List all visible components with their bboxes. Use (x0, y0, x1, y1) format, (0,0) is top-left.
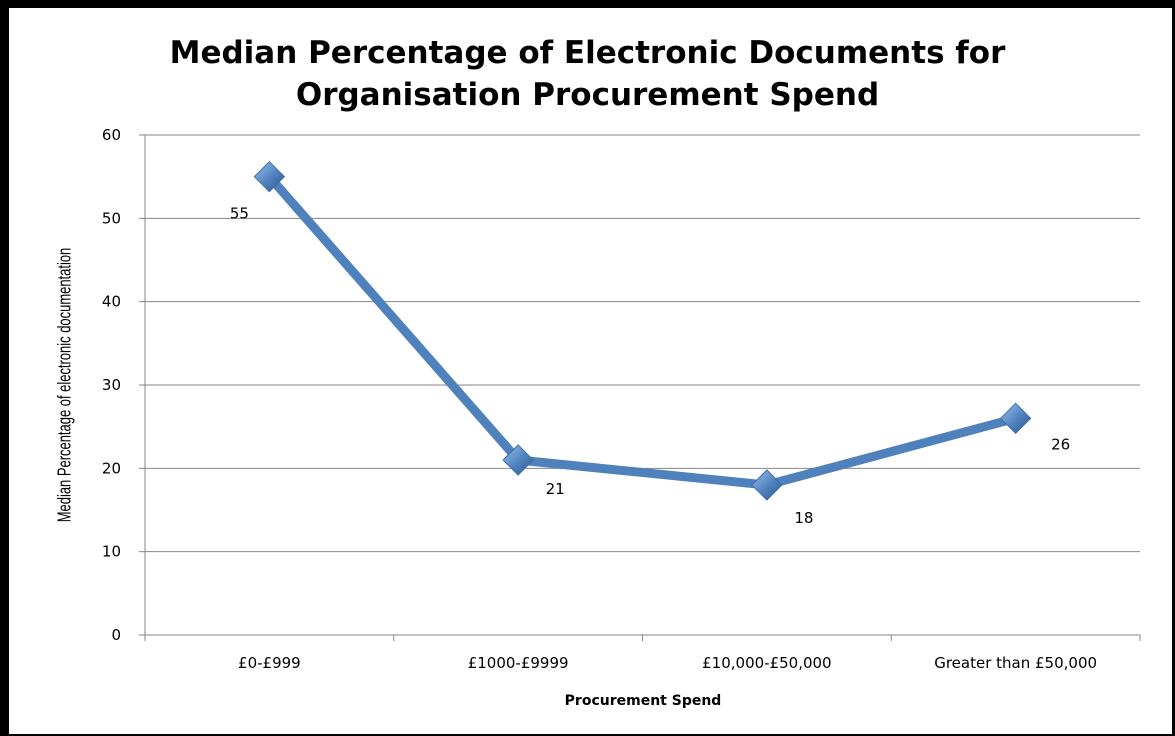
data-point-marker (502, 444, 534, 476)
x-tick-label: £1000-£9999 (468, 654, 569, 672)
x-tick-label: £10,000-£50,000 (702, 654, 831, 672)
y-tick-label: 10 (102, 543, 121, 561)
x-axis-ticks: £0-£999 £1000-£9999 £10,000-£50,000 Greater… (238, 654, 1097, 672)
gridlines (139, 134, 1141, 641)
data-label: 26 (1051, 435, 1070, 453)
series-line-path (264, 172, 1021, 490)
y-axis-label: Median Percentage of electronic document… (54, 247, 75, 523)
data-point-marker (751, 469, 783, 501)
y-tick-label: 30 (102, 376, 121, 394)
series-line (264, 172, 1021, 490)
series-markers (253, 160, 1032, 501)
x-tick-label: £0-£999 (238, 654, 301, 672)
y-tick-label: 20 (102, 459, 121, 477)
data-label: 18 (794, 509, 813, 527)
x-tick-label: Greater than £50,000 (934, 654, 1097, 672)
data-label: 55 (230, 205, 249, 223)
data-point-marker (999, 402, 1032, 435)
chart-title-line1: Median Percentage of Electronic Document… (169, 35, 1006, 71)
x-axis-label: Procurement Spend (564, 693, 722, 709)
y-tick-label: 0 (111, 626, 121, 644)
y-tick-label: 50 (102, 209, 121, 227)
y-tick-label: 60 (102, 126, 121, 144)
chart-title-line2: Organisation Procurement Spend (295, 77, 880, 113)
data-label: 21 (546, 480, 565, 498)
data-labels: 55 21 18 26 (230, 205, 1070, 527)
y-axis-ticks: 0 10 20 30 40 50 60 (102, 126, 121, 644)
data-point-marker (253, 160, 286, 193)
y-tick-label: 40 (102, 293, 121, 311)
